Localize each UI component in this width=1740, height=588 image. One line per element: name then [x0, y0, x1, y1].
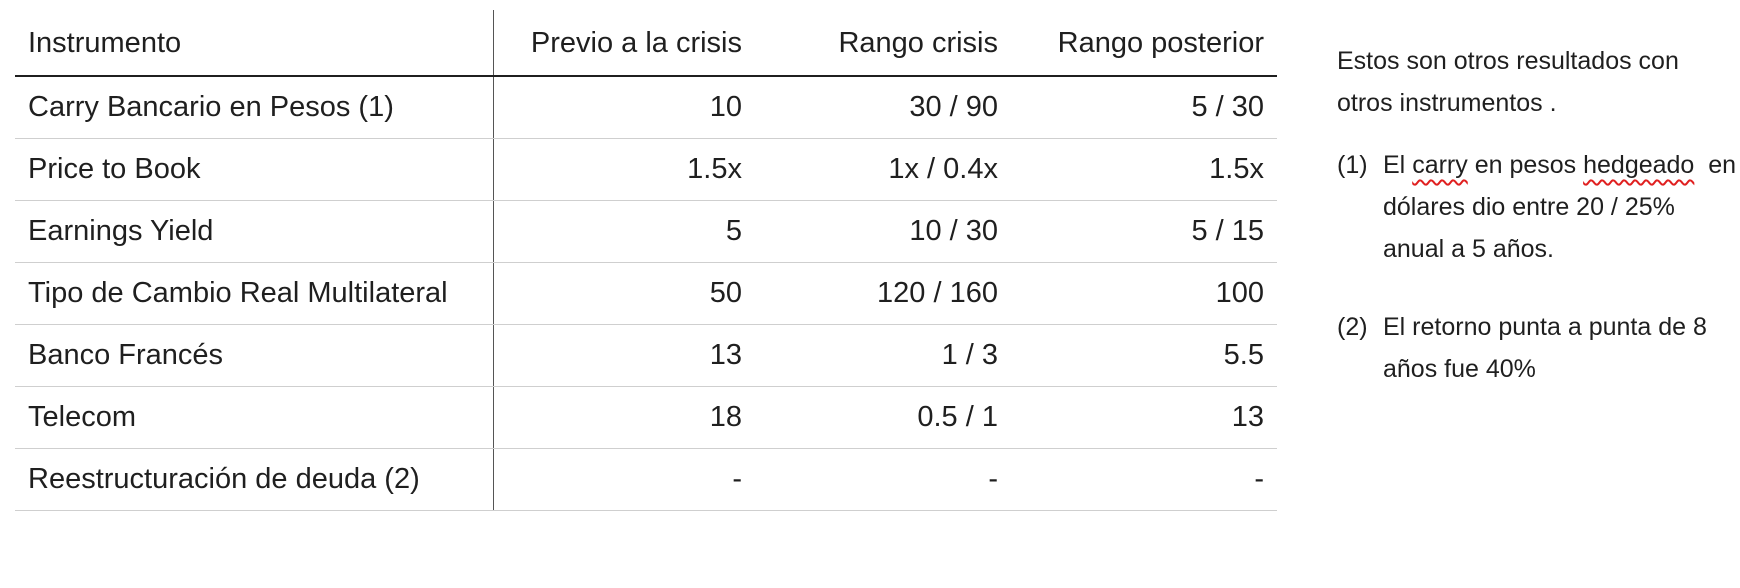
header-rango-posterior: Rango posterior — [1011, 10, 1277, 77]
cell-crisis: 1 / 3 — [755, 324, 1011, 387]
misspelled-word-carry[interactable]: carry — [1412, 151, 1468, 179]
table-row: Price to Book 1.5x 1x / 0.4x 1.5x — [15, 138, 1277, 201]
cell-crisis: 0.5 / 1 — [755, 386, 1011, 449]
table-row: Carry Bancario en Pesos (1) 10 30 / 90 5… — [15, 76, 1277, 139]
notes-intro: Estos son otros resultados con otros ins… — [1337, 47, 1679, 117]
footnote-2: (2) El retorno punta a punta de 8 años f… — [1337, 306, 1737, 390]
header-rango-crisis: Rango crisis — [755, 10, 1011, 77]
table-row: Telecom 18 0.5 / 1 13 — [15, 386, 1277, 449]
footnote-text-part: en pesos — [1467, 151, 1584, 179]
table-row: Earnings Yield 5 10 / 30 5 / 15 — [15, 200, 1277, 263]
cell-instrument: Price to Book — [15, 138, 494, 201]
cell-posterior: - — [1011, 448, 1277, 511]
cell-crisis: - — [755, 448, 1011, 511]
cell-crisis: 10 / 30 — [755, 200, 1011, 263]
footnote-number: (1) — [1337, 151, 1368, 179]
table-row: Banco Francés 13 1 / 3 5.5 — [15, 324, 1277, 387]
cell-previo: 1.5x — [493, 138, 755, 201]
cell-posterior: 100 — [1011, 262, 1277, 325]
cell-crisis: 1x / 0.4x — [755, 138, 1011, 201]
cell-posterior: 5 / 15 — [1011, 200, 1277, 263]
footnote-1: (1) El carry en pesos hedgeado en dólare… — [1337, 144, 1737, 270]
cell-instrument: Reestructuración de deuda (2) — [15, 448, 494, 511]
cell-previo: 13 — [493, 324, 755, 387]
cell-previo: - — [493, 448, 755, 511]
results-table: Instrumento Previo a la crisis Rango cri… — [15, 10, 1277, 511]
cell-previo: 10 — [493, 76, 755, 139]
cell-posterior: 5.5 — [1011, 324, 1277, 387]
table-header-row: Instrumento Previo a la crisis Rango cri… — [15, 10, 1277, 77]
footnote-text: El carry en pesos hedgeado en dólares di… — [1383, 144, 1737, 270]
cell-instrument: Telecom — [15, 386, 494, 449]
misspelled-word-hedgeado[interactable]: hedgeado — [1583, 151, 1695, 179]
cell-posterior: 1.5x — [1011, 138, 1277, 201]
cell-instrument: Tipo de Cambio Real Multilateral — [15, 262, 494, 325]
cell-previo: 18 — [493, 386, 755, 449]
table-row: Tipo de Cambio Real Multilateral 50 120 … — [15, 262, 1277, 325]
notes-panel: Estos son otros resultados con otros ins… — [1337, 40, 1737, 426]
header-instrumento: Instrumento — [15, 10, 494, 77]
cell-crisis: 120 / 160 — [755, 262, 1011, 325]
footnote-number: (2) — [1337, 313, 1368, 341]
footnote-text-part: en dólares dio entre 20 / 25% anual a 5 … — [1383, 151, 1737, 263]
cell-instrument: Earnings Yield — [15, 200, 494, 263]
results-table-container: Instrumento Previo a la crisis Rango cri… — [15, 10, 1277, 511]
footnote-text: El retorno punta a punta de 8 años fue 4… — [1383, 313, 1707, 383]
cell-previo: 50 — [493, 262, 755, 325]
header-previo: Previo a la crisis — [493, 10, 755, 77]
cell-previo: 5 — [493, 200, 755, 263]
cell-posterior: 5 / 30 — [1011, 76, 1277, 139]
cell-posterior: 13 — [1011, 386, 1277, 449]
cell-crisis: 30 / 90 — [755, 76, 1011, 139]
footnote-text-part: El — [1383, 151, 1413, 179]
cell-instrument: Carry Bancario en Pesos (1) — [15, 76, 494, 139]
cell-instrument: Banco Francés — [15, 324, 494, 387]
table-row: Reestructuración de deuda (2) - - - — [15, 448, 1277, 511]
